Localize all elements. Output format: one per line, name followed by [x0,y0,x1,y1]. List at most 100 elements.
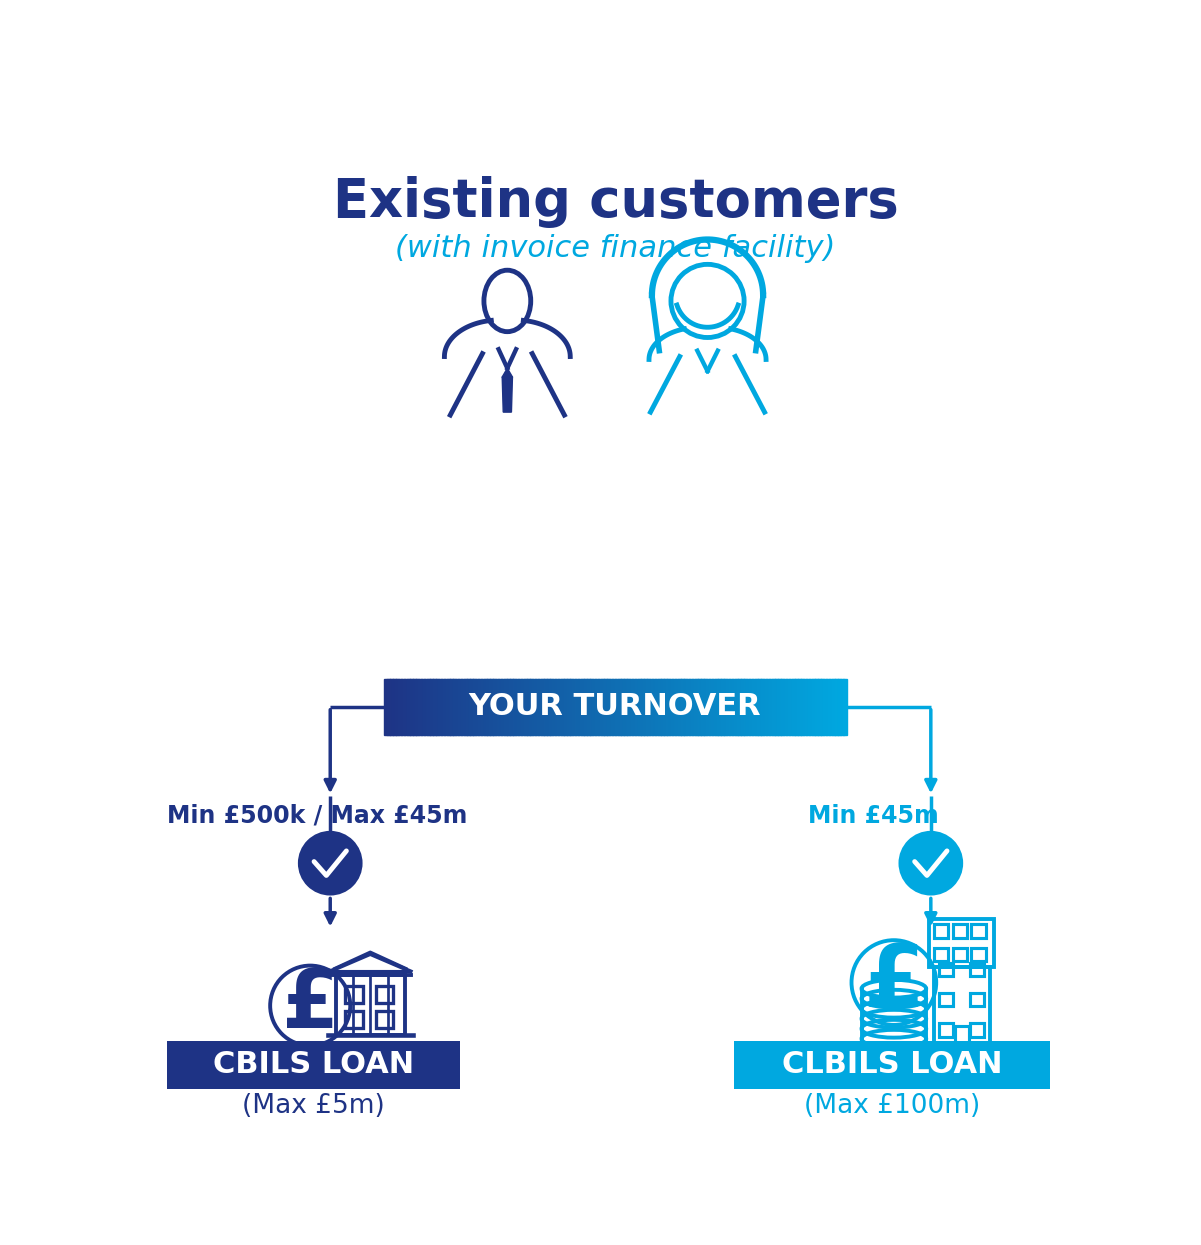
Bar [686,680,688,735]
Bar [560,680,562,735]
Bar [844,680,847,735]
Bar [837,680,839,735]
Bar [809,680,812,735]
Bar [952,947,967,961]
Bar [635,680,638,735]
Bar [706,680,709,735]
Bar [766,680,769,735]
Bar [735,680,737,735]
Bar [680,680,682,735]
Bar [685,680,687,735]
Bar [467,680,470,735]
Bar [569,680,572,735]
Bar [543,680,545,735]
Bar [736,680,739,735]
Bar [447,680,449,735]
Bar [592,680,594,735]
Bar [703,680,705,735]
Bar [687,680,689,735]
Bar [952,925,967,937]
Bar [972,947,986,961]
Bar [801,680,803,735]
Bar [695,680,698,735]
Bar [586,680,588,735]
Bar [638,680,640,735]
Bar [460,680,462,735]
Bar [466,680,468,735]
Bar [730,680,733,735]
Bar [831,680,833,735]
FancyBboxPatch shape [735,1041,1050,1089]
Bar [647,680,650,735]
Bar [440,680,442,735]
Bar [515,680,518,735]
Bar [659,680,662,735]
Text: Min £500k / Max £45m: Min £500k / Max £45m [167,804,467,828]
Bar [526,680,528,735]
Bar [662,680,664,735]
Bar [503,680,504,735]
Bar [504,680,507,735]
Bar [495,680,497,735]
Bar [401,680,404,735]
Bar [814,680,817,735]
Bar [653,680,656,735]
Bar [623,680,626,735]
Bar [609,680,611,735]
Bar [610,680,613,735]
Bar [632,680,634,735]
Bar [679,680,681,735]
Bar [532,680,534,735]
Bar [613,680,615,735]
Bar [663,680,665,735]
Bar [767,680,770,735]
Bar [424,680,426,735]
Bar [970,1023,984,1037]
Bar [509,680,512,735]
Bar [827,680,830,735]
Bar [807,680,809,735]
Bar [542,680,544,735]
Bar [939,962,954,976]
Bar [593,680,596,735]
Bar [718,680,721,735]
Bar [692,680,694,735]
Bar [555,680,557,735]
Bar [446,680,448,735]
Bar [724,680,727,735]
Bar [458,680,460,735]
Bar [673,680,675,735]
Bar [634,680,635,735]
Bar [683,680,686,735]
Bar [488,680,490,735]
FancyBboxPatch shape [167,1041,460,1089]
Bar [428,680,430,735]
Bar [536,680,537,735]
Bar [788,680,790,735]
Bar [346,1011,363,1027]
Bar [452,680,454,735]
Bar [641,680,644,735]
Bar [691,680,693,735]
Bar [631,680,633,735]
Bar [787,680,788,735]
Bar [676,680,679,735]
Bar [664,680,667,735]
Bar [335,975,405,1035]
Bar [657,680,659,735]
Bar [751,680,753,735]
Bar [712,680,715,735]
Bar [707,680,710,735]
Bar [934,947,948,961]
Bar [701,680,704,735]
Bar [507,680,509,735]
Bar [698,680,700,735]
Bar [668,680,670,735]
Bar [734,680,736,735]
Bar [705,680,706,735]
Bar [478,680,480,735]
Bar [525,680,526,735]
Bar [643,680,645,735]
Bar [749,680,752,735]
Bar [494,680,496,735]
